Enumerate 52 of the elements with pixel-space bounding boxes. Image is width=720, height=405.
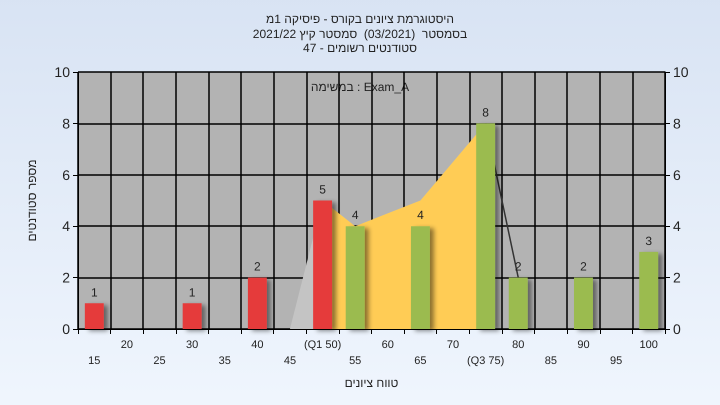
data-label: 4 xyxy=(352,208,359,222)
y-tick-label: 6 xyxy=(62,166,70,183)
bar xyxy=(508,278,528,329)
x-tick-label: 80 xyxy=(512,339,524,351)
data-label: 2 xyxy=(254,260,262,274)
y-tick-label: 8 xyxy=(62,115,70,132)
data-label: 4 xyxy=(417,208,424,222)
y2-tick-label: 10 xyxy=(673,64,689,80)
data-label: 1 xyxy=(90,285,98,300)
bar xyxy=(182,303,202,329)
bar xyxy=(410,226,430,329)
x-tick-label: 85 xyxy=(544,355,557,367)
y-tick-label: 2 xyxy=(62,270,70,286)
y-tick-label: 4 xyxy=(62,218,70,234)
x-tick-label: 95 xyxy=(610,355,622,367)
bar xyxy=(248,278,267,329)
x-tick-label: 55 xyxy=(349,355,362,367)
x-tick-label: 25 xyxy=(153,355,166,367)
y2-tick-label: 0 xyxy=(673,321,681,337)
data-label: 2 xyxy=(580,260,588,274)
x-tick-label: 60 xyxy=(382,339,394,351)
x-tick-label: 90 xyxy=(577,339,590,351)
chart-subtitle: בסמסטר (03/2021) סמסטר קיץ 2021/22 סטודנטים רשומים - 47 xyxy=(252,27,468,55)
y2-tick-label: 4 xyxy=(673,218,681,234)
bar xyxy=(84,303,104,329)
y2-tick-label: 6 xyxy=(673,166,681,183)
x-tick-label: 45 xyxy=(284,355,296,367)
y-tick-label: 10 xyxy=(54,64,70,80)
y2-tick-label: 2 xyxy=(673,270,681,286)
data-label: 3 xyxy=(645,234,652,248)
x-axis-title: טווח ציונים xyxy=(344,376,399,390)
data-label: 5 xyxy=(319,182,326,196)
x-tick-label: 35 xyxy=(218,355,231,367)
y2-tick-label: 8 xyxy=(673,115,681,132)
data-label: 8 xyxy=(482,105,490,120)
x-tick-label: 65 xyxy=(414,355,427,367)
bar xyxy=(639,252,658,329)
x-tick-label: 40 xyxy=(251,339,264,351)
bar xyxy=(346,226,365,329)
y-axis-title: מספר סטודנטים xyxy=(25,159,39,242)
bar xyxy=(476,123,496,329)
x-tick-label: 100 xyxy=(640,339,658,351)
y-tick-label: 0 xyxy=(62,321,70,337)
data-label: 1 xyxy=(188,285,196,300)
x-tick-label: (Q3 75) xyxy=(466,355,504,367)
x-tick-label: 70 xyxy=(446,339,460,351)
x-tick-label: 20 xyxy=(120,339,134,351)
x-tick-label: 15 xyxy=(88,355,100,367)
x-tick-label: 30 xyxy=(186,339,198,351)
chart-title: היסטוגרמת ציונים בקורס - פיסיקה 1מ xyxy=(266,12,454,26)
x-tick-label: (Q1 50) xyxy=(304,339,342,351)
bar xyxy=(574,278,593,329)
